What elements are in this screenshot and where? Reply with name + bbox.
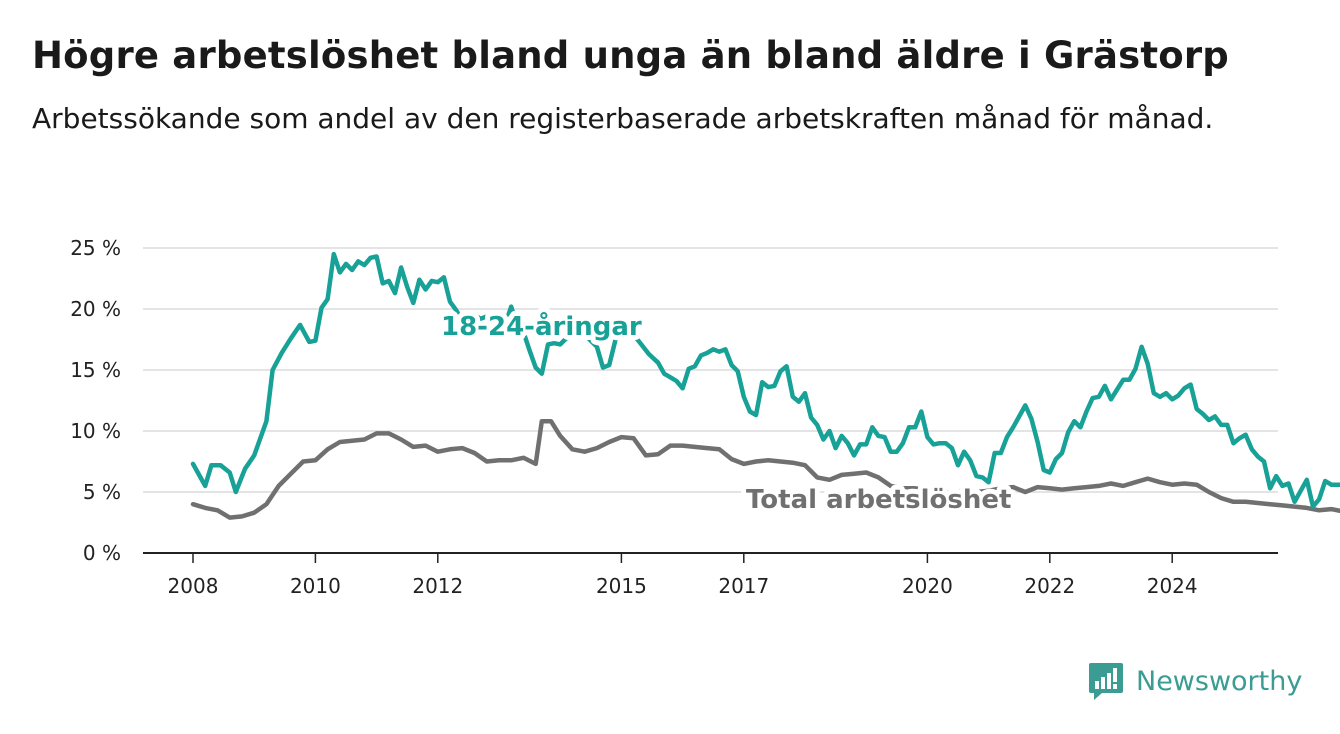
y-axis-tick-labels: 0 % 5 % 10 % 15 % 20 % 25 % (70, 236, 121, 565)
brand-name: Newsworthy (1136, 665, 1303, 697)
series-line-total (190, 418, 1340, 520)
series-label-young: 18-24-åringar (441, 310, 642, 342)
x-tick-label: 2012 (412, 574, 463, 598)
y-tick-label: 0 % (83, 541, 121, 565)
y-tick-label: 25 % (70, 236, 121, 260)
y-tick-label: 15 % (70, 358, 121, 382)
series-lines (190, 251, 1340, 520)
y-tick-label: 20 % (70, 297, 121, 321)
newsworthy-logo: Newsworthy (1088, 660, 1302, 702)
x-tick-label: 2017 (718, 574, 769, 598)
chart-subtitle: Arbetssökande som andel av den registerb… (32, 102, 1214, 135)
series-line-young (190, 251, 1340, 509)
x-tick-label: 2010 (290, 574, 341, 598)
y-tick-label: 5 % (83, 480, 121, 504)
x-tick-label: 2015 (596, 574, 647, 598)
chart-title: Högre arbetslöshet bland unga än bland ä… (32, 34, 1229, 77)
x-tick-label: 2024 (1147, 574, 1198, 598)
series-label-total: Total arbetslöshet (746, 485, 1011, 515)
newsworthy-logo-icon (1089, 663, 1123, 700)
gridlines (143, 247, 1278, 554)
x-tick-label: 2020 (902, 574, 953, 598)
x-tick-label: 2022 (1024, 574, 1075, 598)
x-axis-ticks: 2008 2010 2012 2015 2017 2020 2022 2024 (168, 553, 1198, 598)
x-tick-label: 2008 (168, 574, 219, 598)
y-tick-label: 10 % (70, 419, 121, 443)
